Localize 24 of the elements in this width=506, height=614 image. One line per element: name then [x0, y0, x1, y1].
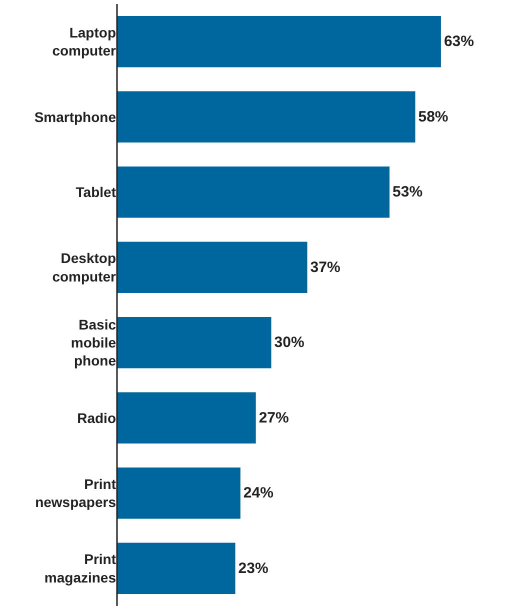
y-tick-label: Laptop computer — [52, 24, 117, 59]
data-label: 24% — [243, 484, 274, 502]
y-tick-label: Print newspapers — [35, 476, 116, 510]
y-tick-label: Desktop computer — [52, 250, 117, 284]
data-label: 27% — [258, 409, 289, 426]
y-tick-label: Tablet — [76, 184, 116, 200]
bar — [117, 542, 236, 594]
y-tick-label: Radio — [77, 410, 116, 426]
data-label: 53% — [392, 184, 423, 201]
data-label: 30% — [274, 334, 304, 352]
bar — [117, 468, 240, 519]
bar — [117, 166, 390, 218]
bar — [117, 242, 308, 293]
bar — [117, 91, 416, 142]
y-tick-label: Smartphone — [34, 108, 116, 125]
data-label: 63% — [444, 33, 474, 50]
data-label: 23% — [238, 560, 268, 577]
data-label: 37% — [310, 258, 340, 276]
y-tick-label: Print magazines — [44, 551, 116, 586]
data-label: 58% — [418, 108, 448, 126]
bar — [117, 392, 256, 444]
bar — [117, 317, 272, 368]
y-tick-label: Basic mobile phone — [70, 316, 116, 369]
bar — [117, 16, 441, 68]
